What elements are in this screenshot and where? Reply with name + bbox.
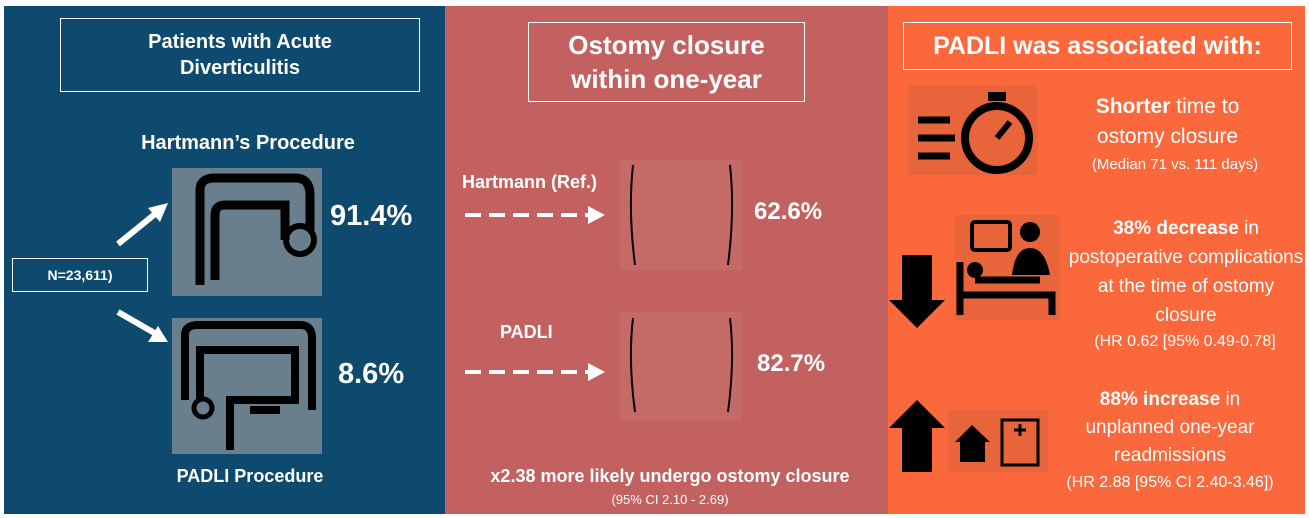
- row-percent: 82.7%: [757, 350, 826, 377]
- stopwatch: [961, 102, 1033, 174]
- confidence-interval: (95% CI 2.10 - 2.69): [611, 492, 729, 507]
- monitor: [970, 220, 1012, 252]
- row-label: Hartmann (Ref.): [462, 172, 598, 192]
- padli-label: PADLI Procedure: [176, 466, 324, 486]
- row-percent: 62.6%: [754, 198, 823, 225]
- colon-icon-bg: [172, 168, 322, 296]
- finding-text: in postoperative complications at the ti…: [1068, 218, 1304, 326]
- conclusion: x2.38 more likely undergo ostomy closure: [490, 466, 850, 486]
- arrow-head: [148, 326, 168, 342]
- torso-bg: [620, 312, 742, 420]
- arrow-head: [588, 363, 605, 381]
- colon-icon-bg: [172, 318, 322, 454]
- left-title: Patients with Acute Diverticulitis: [60, 18, 420, 92]
- cohort: N=23,611): [12, 258, 148, 292]
- padli-percent: 8.6%: [338, 358, 405, 390]
- finding-detail: (Median 71 vs. 111 days): [1091, 156, 1259, 173]
- finding: 38% decrease in postoperative complicati…: [1068, 214, 1304, 330]
- hospital-cross: [1014, 424, 1026, 436]
- finding: 88% increase in unplanned one-year readm…: [1060, 386, 1280, 470]
- finding-detail: (HR 0.62 [95% 0.49-0.78]: [1094, 333, 1276, 350]
- down-arrow: [889, 255, 945, 328]
- hartmann-label: Hartmann’s Procedure: [141, 132, 355, 154]
- torso: [629, 317, 734, 413]
- arrow-head: [148, 203, 168, 222]
- doctor: [1012, 248, 1050, 275]
- finding-text: in unplanned one-year readmissions: [1085, 389, 1255, 466]
- finding: Shorter time to ostomy closure: [1060, 92, 1275, 152]
- stopwatch-button: [988, 92, 1006, 101]
- finding-highlight: 38% decrease: [1113, 218, 1239, 239]
- arrow: [116, 207, 162, 247]
- house: [955, 425, 990, 462]
- right-title: PADLI was associated with:: [903, 22, 1292, 70]
- torso: [629, 164, 734, 266]
- finding-highlight: Shorter: [1095, 95, 1171, 118]
- middle-title: Ostomy closure within one-year: [528, 22, 805, 102]
- colon-icon: [195, 173, 315, 285]
- up-arrow: [889, 400, 945, 472]
- stopwatch-hand: [994, 120, 1013, 140]
- arrow: [116, 309, 160, 338]
- bed: [956, 262, 1056, 315]
- patient: [967, 262, 983, 278]
- colon-icon: [181, 321, 316, 450]
- finding-detail: (HR 2.88 [95% CI 2.40-3.46]): [1066, 474, 1274, 491]
- doctor: [1020, 222, 1040, 242]
- row-label: PADLI: [500, 322, 553, 342]
- hartmann-percent: 91.4%: [330, 200, 413, 232]
- stoma: [191, 396, 215, 420]
- hospital: [1000, 418, 1040, 467]
- stoma: [283, 223, 317, 257]
- torso-bg: [620, 160, 742, 270]
- finding-text: time to ostomy closure: [1096, 95, 1240, 148]
- arrow-head: [588, 206, 605, 224]
- finding-highlight: 88% increase: [1099, 389, 1221, 410]
